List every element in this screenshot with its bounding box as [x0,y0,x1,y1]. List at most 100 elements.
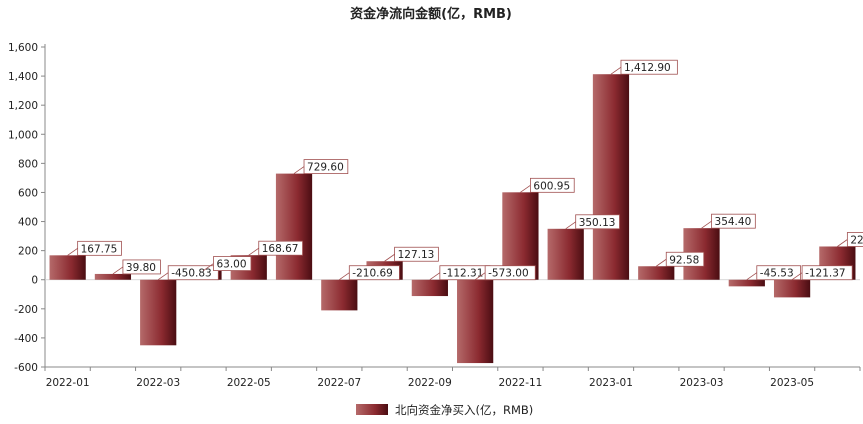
bar [94,273,132,280]
data-label-leader [157,272,169,281]
data-label-leader [384,253,395,262]
data-label-box [711,213,756,229]
data-label-group: 167.75 [67,240,122,256]
data-label: 92.58 [669,254,699,266]
data-label-box [756,265,802,281]
data-label-group: 729.60 [293,159,349,175]
data-label: 168.67 [262,243,299,255]
data-label-leader [339,272,350,281]
data-label: 63.00 [216,259,246,271]
bar [547,228,584,280]
legend-label: 北向资金净买入(亿，RMB) [395,403,533,417]
bar [638,266,675,280]
data-label-leader [203,263,214,271]
y-tick-label: 1,600 [8,42,38,54]
x-tick-label: 2022-09 [408,377,452,389]
data-label-leader [837,239,848,247]
data-label-group: 63.00 [203,256,252,271]
x-tick-label: 2022-05 [227,377,271,389]
data-label: -210.69 [352,268,393,280]
y-tick-label: 400 [18,217,38,229]
data-label-box [258,240,303,256]
data-label-group: -112.31 [429,265,491,281]
data-label-group: 39.80 [112,259,161,275]
data-label-group: 1,412.90 [610,59,678,75]
data-label-box [575,214,620,230]
data-label-leader [610,66,622,75]
data-label-group: 354.40 [701,213,756,229]
data-label: 39.80 [126,262,156,274]
y-tick-label: 0 [31,275,38,287]
data-label-leader [293,166,305,174]
data-label: -45.53 [760,268,794,280]
y-axis-ticks: 1,600 1,400 1,200 1,000 800 600 400 200 0 -200 -40… [8,42,45,374]
data-label-group: 350.13 [565,214,620,230]
y-tick-label: -400 [14,333,38,345]
bar [773,279,811,298]
y-tick-label: -200 [14,304,38,316]
bar [49,255,86,280]
x-tick-label: 2023-01 [589,377,633,389]
data-label-group: -450.83 [157,265,219,281]
data-label-box [620,59,678,75]
data-label-group: 92.58 [656,251,705,267]
x-tick-label: 2023-05 [770,377,814,389]
data-label-leader [474,272,486,281]
data-label-leader [429,272,441,281]
y-tick-label: 200 [18,246,38,258]
chart-title: 资金净流向金额(亿，RMB) [350,6,512,22]
data-label: 228.53 [850,234,863,246]
y-tick-label: 1,000 [8,129,38,141]
data-label-leader [565,221,576,230]
data-label-group: -45.53 [746,265,802,281]
data-label-box [484,265,536,281]
y-tick-label: 600 [18,187,38,199]
data-label: 127.13 [398,249,435,261]
legend-swatch [356,404,388,415]
bar [457,279,494,364]
data-labels: 167.75 39.80 -450.83 63.00 168.67 729.60 -210.… [67,59,863,281]
data-label-group: 600.95 [520,177,575,193]
data-label-leader [112,266,124,275]
data-label: 1,412.90 [624,62,671,74]
data-label-group: -121.37 [791,265,853,281]
data-label-group: 168.67 [248,240,303,256]
y-tick-label: 1,400 [8,71,38,83]
bar [140,279,177,346]
y-tick-label: -600 [14,362,38,374]
x-tick-label: 2022-03 [136,377,180,389]
data-label: -450.83 [171,268,212,280]
bar [275,173,313,280]
data-label-leader [791,272,803,281]
y-tick-label: 1,200 [8,100,38,112]
data-label-box [801,265,853,281]
data-label-box [530,177,575,193]
y-tick-label: 800 [18,158,38,170]
data-label: 167.75 [81,243,118,255]
data-label: 354.40 [715,216,752,228]
data-label-group: -573.00 [474,265,536,281]
data-label-leader [520,184,531,193]
data-label-box [213,256,252,271]
data-label-leader [746,272,758,281]
data-label-leader [248,247,259,256]
data-label-leader [701,220,712,229]
data-label-box [303,159,349,175]
legend: 北向资金净买入(亿，RMB) [356,403,533,417]
x-tick-label: 2022-11 [498,377,542,389]
bar [321,279,358,311]
data-label-box [394,246,439,262]
data-label-group: 228.53 [837,232,863,247]
data-label: 600.95 [533,180,570,192]
data-label-box [846,232,863,247]
data-label: 729.60 [307,162,344,174]
data-label-box [348,265,400,281]
data-label: 350.13 [579,217,616,229]
data-label: -573.00 [488,268,529,280]
data-label: -121.37 [805,268,846,280]
data-label-box [77,240,122,256]
x-axis-ticks: 2022-01 2022-03 2022-05 2022-07 2022-09 2022-… [44,367,861,389]
data-label-leader [656,258,667,267]
data-label-group: -210.69 [339,265,400,281]
